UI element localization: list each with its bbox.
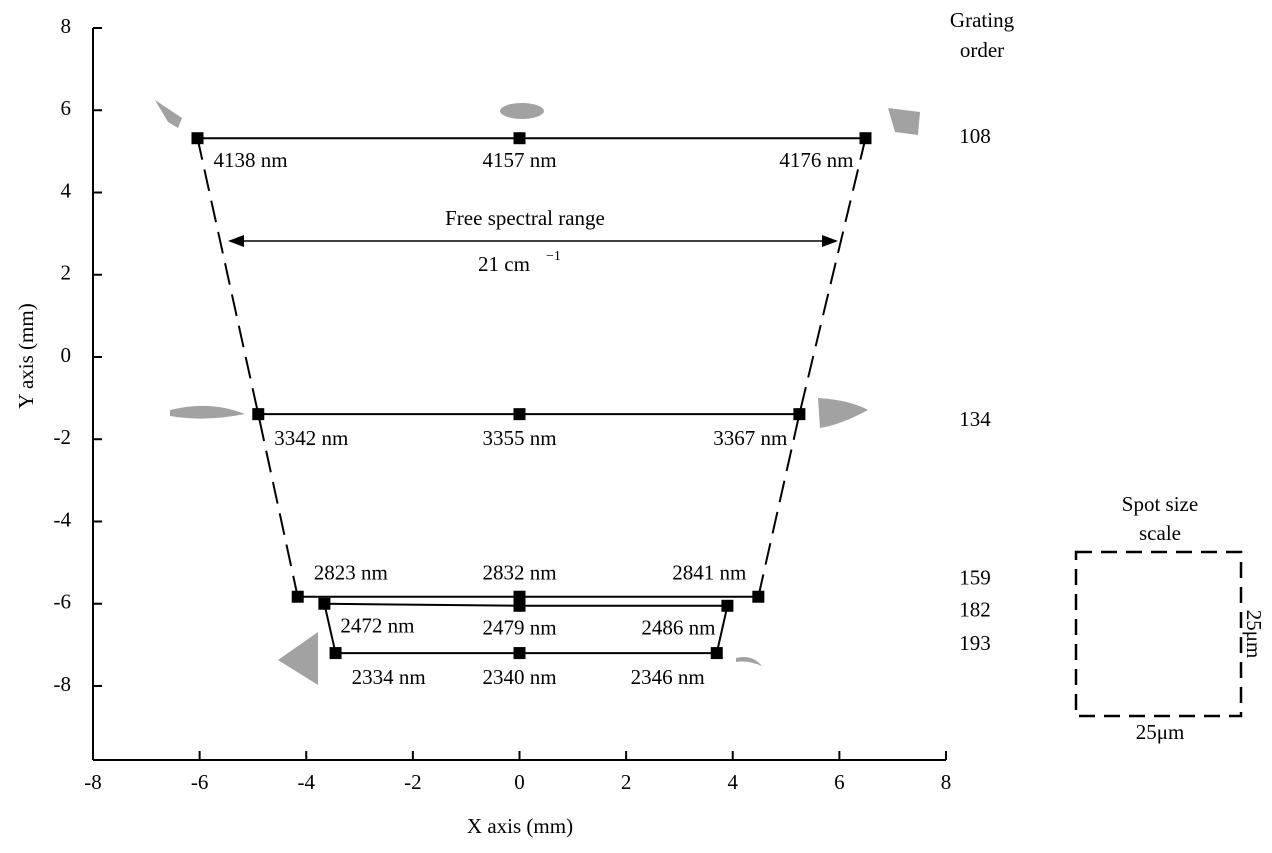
x-tick-label: -2 <box>404 770 422 794</box>
range-value: 21 cm <box>478 252 530 276</box>
point-label: 3342 nm <box>274 426 348 450</box>
spot <box>500 103 544 119</box>
point-label: 3355 nm <box>482 426 556 450</box>
edge-line <box>717 606 728 653</box>
order-heading: order <box>960 38 1004 62</box>
scale-box <box>1076 552 1241 716</box>
point <box>721 600 733 612</box>
point <box>711 647 723 659</box>
order-heading: Grating <box>950 8 1015 32</box>
point-label: 2479 nm <box>482 616 556 640</box>
point-label: 2823 nm <box>314 561 388 585</box>
x-tick-label: 8 <box>941 770 952 794</box>
y-tick-label: 4 <box>61 178 72 202</box>
point-label: 2346 nm <box>631 665 705 689</box>
x-tick-label: -6 <box>191 770 209 794</box>
scale-title: scale <box>1139 521 1181 545</box>
point <box>752 591 764 603</box>
y-axis-label: Y axis (mm) <box>14 303 38 408</box>
spot <box>736 657 762 666</box>
y-tick-label: 2 <box>61 261 72 285</box>
point <box>318 598 330 610</box>
order-label: 134 <box>959 407 991 431</box>
series-line <box>324 604 727 606</box>
y-tick-label: -2 <box>54 425 72 449</box>
arrow-head <box>228 235 244 247</box>
point-label: 4176 nm <box>779 148 853 172</box>
y-tick-label: 8 <box>61 14 72 38</box>
range-exp: −1 <box>546 249 561 264</box>
order-label: 182 <box>959 598 991 622</box>
order-label: 159 <box>959 566 991 590</box>
point <box>292 591 304 603</box>
point-label: 2832 nm <box>482 561 556 585</box>
range-arrow <box>228 235 838 247</box>
point-label: 4138 nm <box>213 148 287 172</box>
spot <box>170 406 245 419</box>
point <box>330 647 342 659</box>
x-tick-label: 2 <box>621 770 632 794</box>
spot <box>818 398 868 428</box>
x-tick-label: 4 <box>728 770 739 794</box>
point-label: 4157 nm <box>482 148 556 172</box>
x-axis-label: X axis (mm) <box>467 814 573 838</box>
order-label: 108 <box>959 124 991 148</box>
edge-line <box>197 138 297 597</box>
point <box>514 647 526 659</box>
y-tick-label: 6 <box>61 96 72 120</box>
point-label: 2472 nm <box>340 614 414 638</box>
scale-width-label: 25μm <box>1136 720 1185 744</box>
order-label: 193 <box>959 631 991 655</box>
point <box>514 600 526 612</box>
point-label: 3367 nm <box>713 426 787 450</box>
point-label: 2340 nm <box>482 665 556 689</box>
x-tick-label: 6 <box>834 770 845 794</box>
point-label: 2841 nm <box>672 561 746 585</box>
chart: Y axis (mm) X axis (mm) Grating order Fr… <box>0 0 1272 853</box>
y-tick-label: 0 <box>61 343 72 367</box>
scale-height-label: 25μm <box>1242 610 1266 659</box>
point <box>252 408 264 420</box>
y-tick-label: -6 <box>54 590 72 614</box>
edge-line <box>324 604 335 653</box>
edge-line <box>758 138 865 597</box>
point <box>514 132 526 144</box>
arrow-head <box>822 235 838 247</box>
x-tick-label: 0 <box>514 770 525 794</box>
point-label: 2486 nm <box>641 616 715 640</box>
range-title: Free spectral range <box>445 206 605 230</box>
scale-title: Spot size <box>1122 492 1198 516</box>
x-tick-label: -4 <box>298 770 316 794</box>
page: Y axis (mm) X axis (mm) Grating order Fr… <box>0 0 1272 853</box>
point <box>191 132 203 144</box>
x-tick-label: -8 <box>84 770 102 794</box>
point <box>514 408 526 420</box>
point-label: 2334 nm <box>352 665 426 689</box>
spot <box>155 100 182 128</box>
point <box>793 408 805 420</box>
y-tick-label: -4 <box>54 507 72 531</box>
spot <box>888 108 920 135</box>
spot <box>278 632 318 685</box>
y-tick-label: -8 <box>54 672 72 696</box>
point <box>859 132 871 144</box>
